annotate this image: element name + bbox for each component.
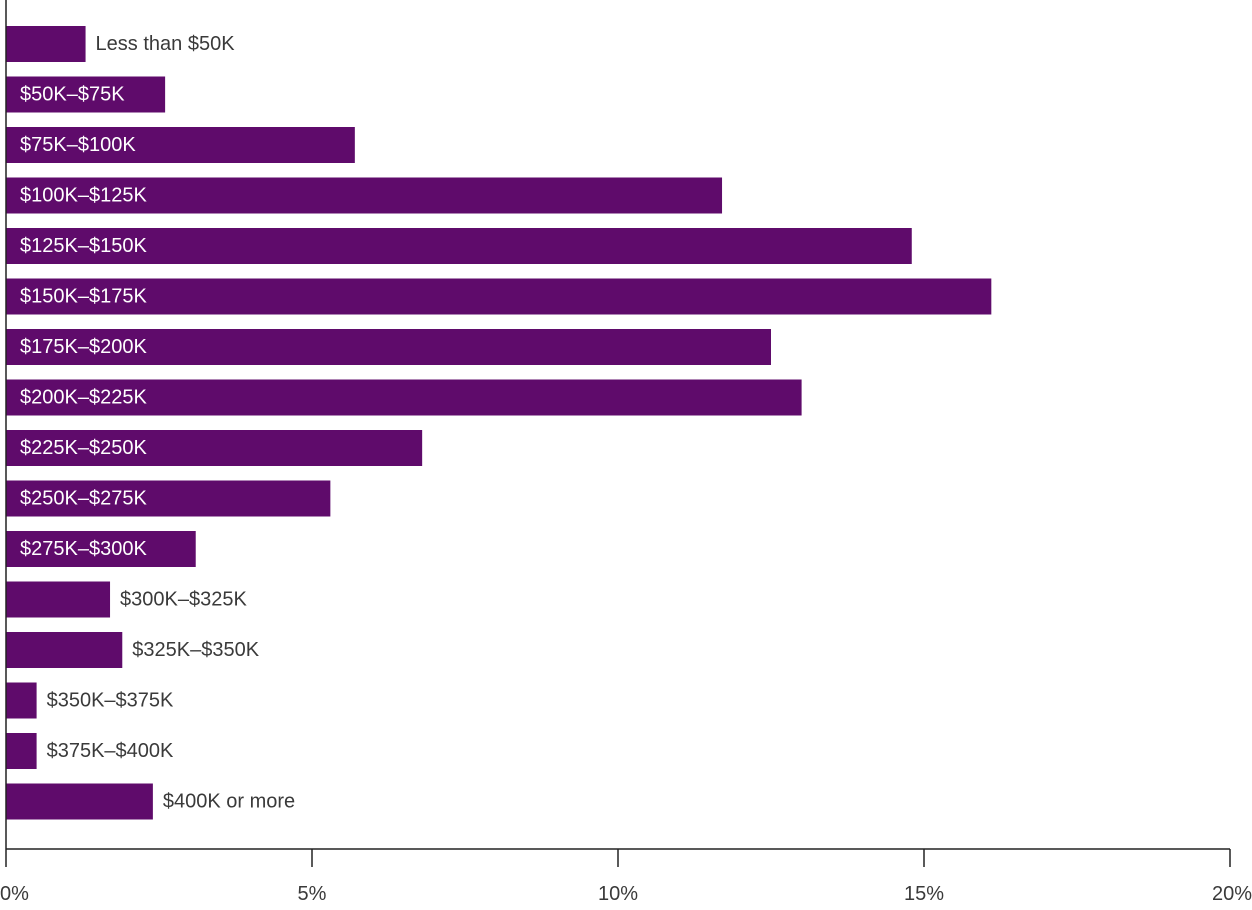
bar-6	[6, 329, 771, 365]
bar-8	[6, 430, 423, 466]
bar-label-7: $200K–$225K	[20, 387, 147, 409]
bars-group: Less than $50K $50K–$75K $75K–$100K $100K–$…	[6, 26, 992, 820]
bar-0	[6, 26, 86, 62]
bar-label-9: $250K–$275K	[20, 488, 147, 510]
x-tick-label-1: 5%	[298, 883, 327, 905]
bar-label-10: $275K–$300K	[20, 538, 147, 560]
bar-5	[6, 278, 992, 315]
bar-4	[6, 228, 912, 264]
bar-label-15: $400K or more	[163, 791, 295, 813]
x-tick-label-3: 15%	[904, 883, 944, 905]
bar-2	[6, 127, 355, 163]
bar-14	[6, 733, 37, 769]
x-tick-label-4: 20%	[1212, 883, 1252, 905]
bar-label-8: $225K–$250K	[20, 437, 147, 459]
bar-label-5: $150K–$175K	[20, 286, 147, 308]
bar-7	[6, 379, 802, 416]
bar-label-11: $300K–$325K	[120, 589, 247, 611]
bar-label-4: $125K–$150K	[20, 235, 147, 257]
bar-label-14: $375K–$400K	[47, 740, 174, 762]
bar-label-2: $75K–$100K	[20, 134, 136, 156]
bar-1	[6, 76, 166, 113]
x-tick-label-2: 10%	[598, 883, 638, 905]
bar-9	[6, 480, 331, 517]
bar-13	[6, 682, 37, 719]
bar-3	[6, 177, 723, 214]
bar-label-1: $50K–$75K	[20, 84, 125, 106]
bar-15	[6, 783, 153, 820]
bar-10	[6, 531, 196, 567]
bar-label-0: Less than $50K	[96, 33, 236, 55]
bar-label-3: $100K–$125K	[20, 185, 147, 207]
x-tick-label-0: 0%	[0, 883, 29, 905]
bar-12	[6, 632, 123, 668]
bar-11	[6, 581, 111, 618]
bar-label-13: $350K–$375K	[47, 690, 174, 712]
bar-label-12: $325K–$350K	[132, 639, 259, 661]
bar-label-6: $175K–$200K	[20, 336, 147, 358]
